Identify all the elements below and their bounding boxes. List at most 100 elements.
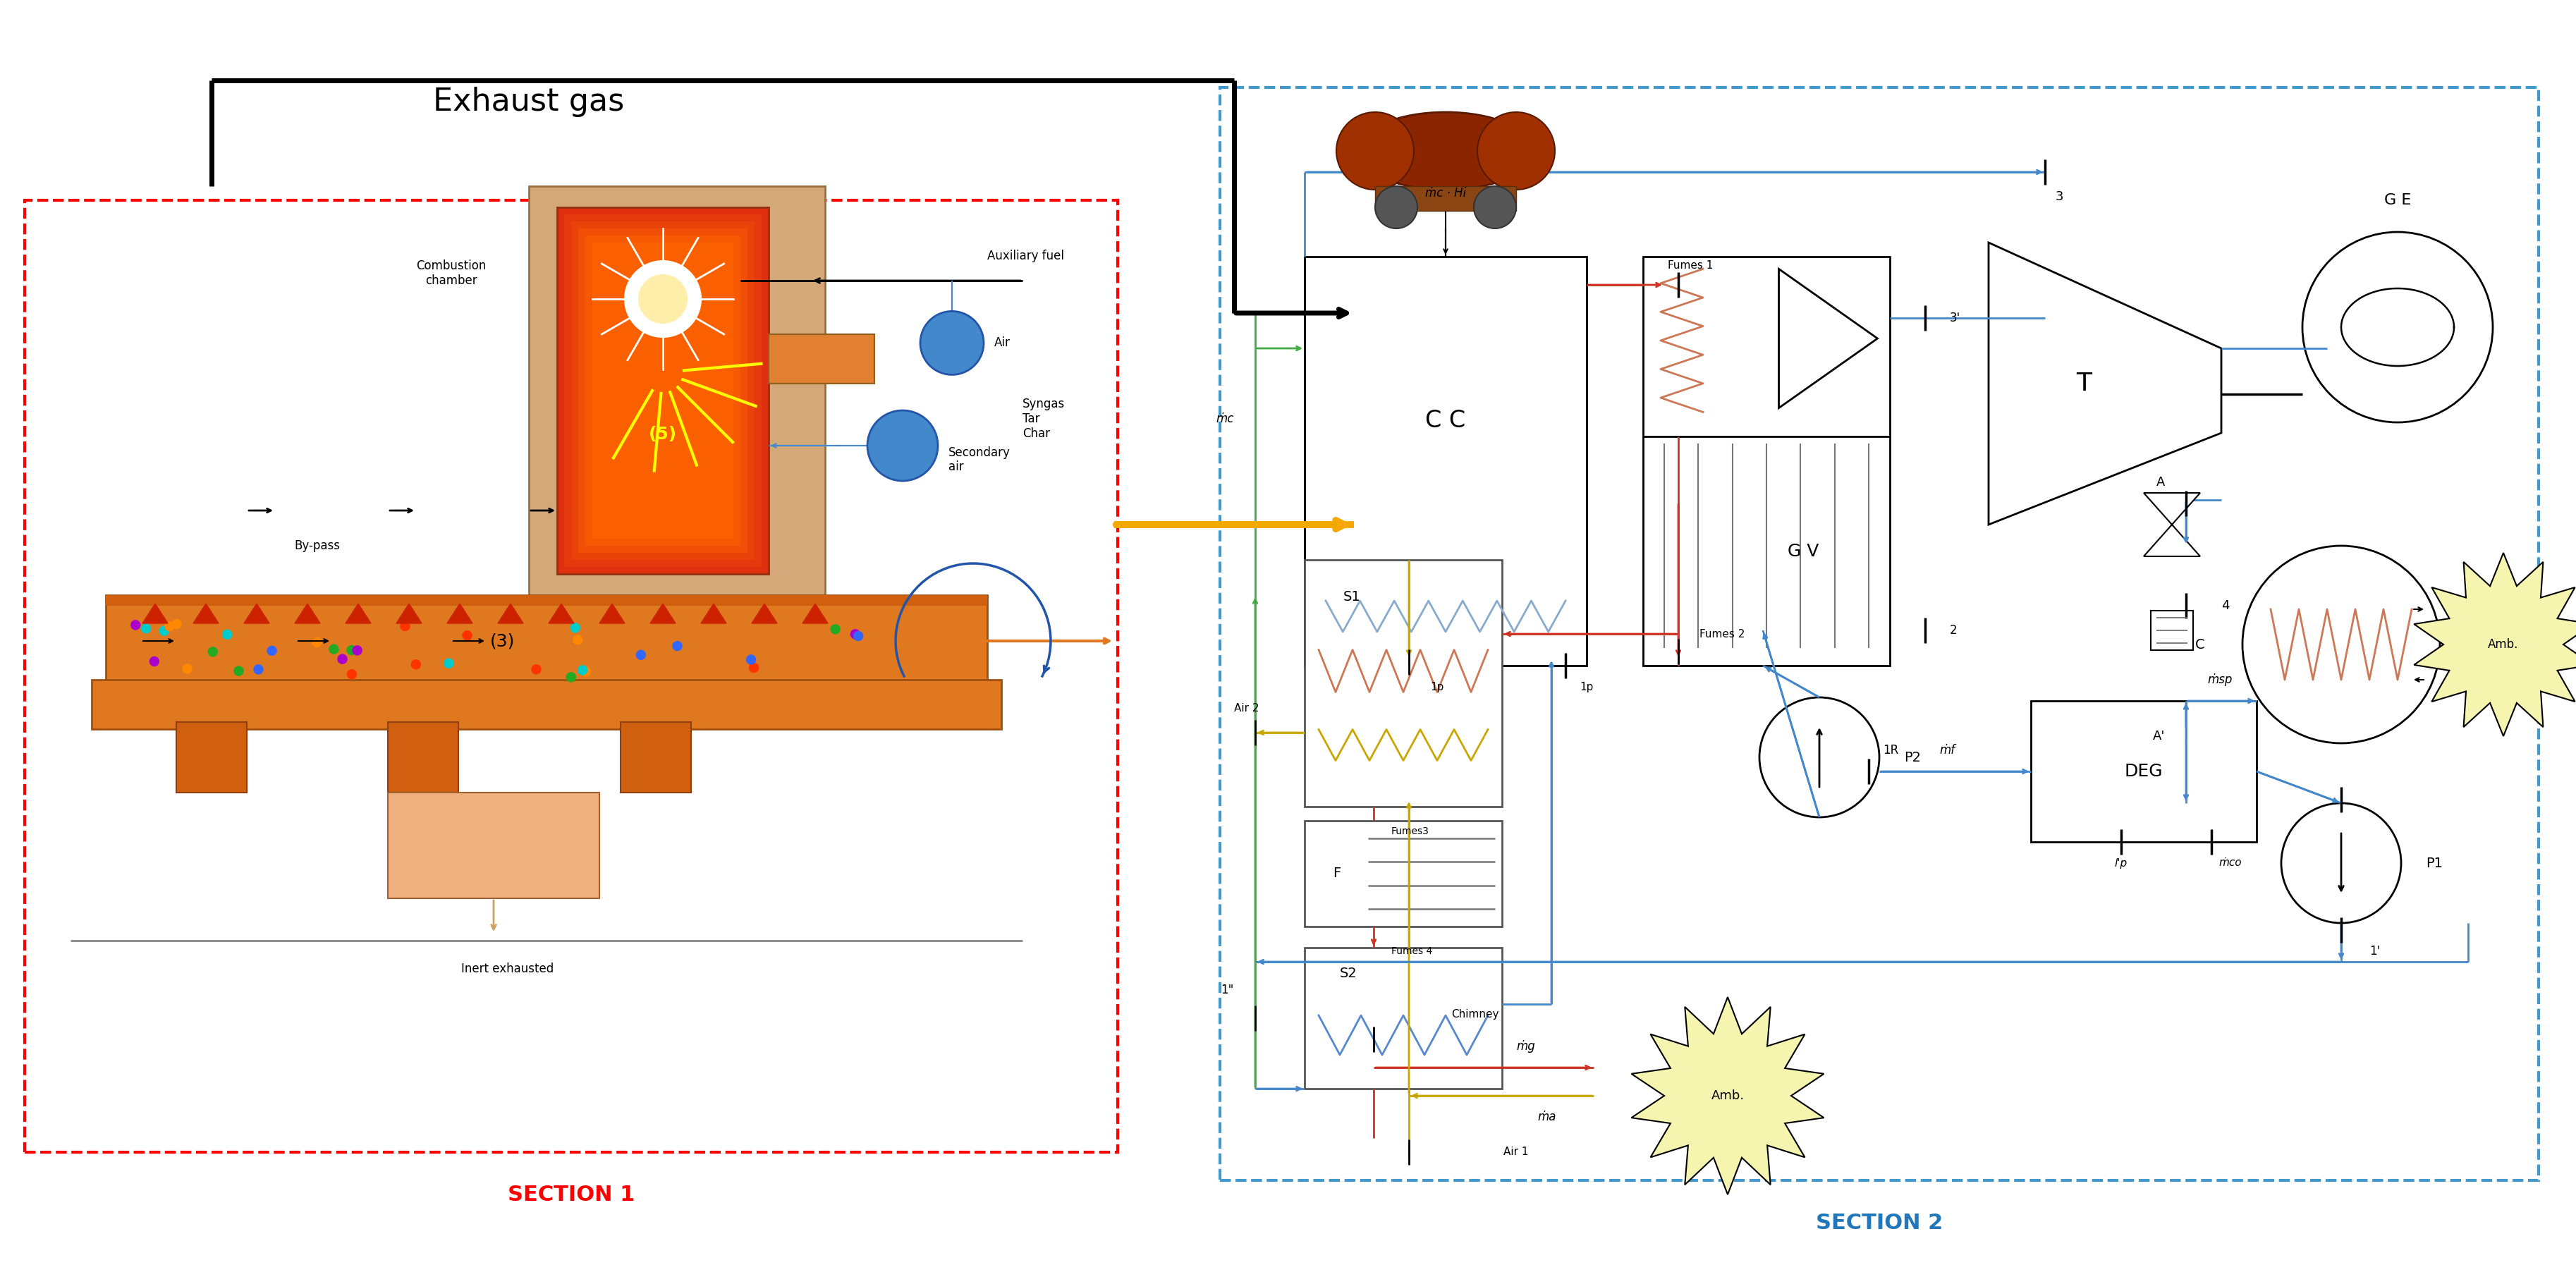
Text: ṁco: ṁco bbox=[2218, 858, 2241, 868]
Circle shape bbox=[348, 669, 358, 679]
Circle shape bbox=[131, 620, 142, 630]
Text: P2: P2 bbox=[1904, 750, 1922, 764]
Text: By-pass: By-pass bbox=[294, 539, 340, 552]
Polygon shape bbox=[294, 603, 319, 624]
Circle shape bbox=[149, 657, 160, 667]
Circle shape bbox=[569, 622, 580, 632]
Circle shape bbox=[183, 664, 193, 674]
Polygon shape bbox=[701, 603, 726, 624]
Text: l'p: l'p bbox=[2115, 858, 2128, 868]
Polygon shape bbox=[649, 603, 675, 624]
Circle shape bbox=[577, 665, 587, 676]
Text: S1: S1 bbox=[1342, 591, 1360, 603]
Bar bbox=[93, 679, 1002, 729]
Text: Auxiliary fuel: Auxiliary fuel bbox=[987, 249, 1064, 262]
Circle shape bbox=[750, 663, 760, 673]
Text: 1p: 1p bbox=[1579, 682, 1595, 692]
Circle shape bbox=[234, 665, 245, 676]
Circle shape bbox=[2303, 231, 2494, 423]
Circle shape bbox=[850, 629, 860, 639]
Text: Syngas
Tar
Char: Syngas Tar Char bbox=[1023, 397, 1064, 440]
Circle shape bbox=[623, 261, 701, 338]
Text: ṁsp: ṁsp bbox=[2208, 673, 2233, 686]
Polygon shape bbox=[600, 603, 626, 624]
Polygon shape bbox=[397, 603, 422, 624]
Text: Air 2: Air 2 bbox=[1234, 702, 1260, 713]
Text: SECTION 1: SECTION 1 bbox=[507, 1184, 634, 1204]
Circle shape bbox=[531, 664, 541, 674]
Text: Fumes3: Fumes3 bbox=[1391, 826, 1430, 836]
Bar bbox=[2030, 701, 2257, 842]
Circle shape bbox=[173, 619, 180, 629]
Text: 1p: 1p bbox=[1430, 682, 1443, 692]
Polygon shape bbox=[2143, 493, 2200, 525]
Polygon shape bbox=[448, 603, 471, 624]
Text: Exhaust gas: Exhaust gas bbox=[433, 86, 623, 116]
Circle shape bbox=[142, 624, 152, 634]
Bar bbox=[1303, 947, 1502, 1089]
Circle shape bbox=[636, 650, 647, 660]
Bar bbox=[389, 793, 600, 898]
Circle shape bbox=[1337, 113, 1414, 190]
Text: 3: 3 bbox=[2056, 191, 2063, 204]
Circle shape bbox=[1473, 186, 1517, 229]
Polygon shape bbox=[2143, 525, 2200, 557]
Bar bbox=[1303, 821, 1502, 926]
Bar bbox=[106, 595, 987, 606]
Text: ṁc · Hi: ṁc · Hi bbox=[1425, 187, 1466, 200]
Text: S2: S2 bbox=[1340, 966, 1358, 980]
Polygon shape bbox=[1989, 243, 2221, 525]
Polygon shape bbox=[245, 603, 270, 624]
Circle shape bbox=[1759, 697, 1880, 817]
Circle shape bbox=[348, 645, 355, 655]
Polygon shape bbox=[345, 603, 371, 624]
Bar bbox=[528, 186, 824, 595]
Bar bbox=[621, 722, 690, 793]
Text: P1: P1 bbox=[2427, 856, 2442, 870]
Circle shape bbox=[1376, 186, 1417, 229]
Text: (3): (3) bbox=[489, 632, 515, 649]
Text: Air 1: Air 1 bbox=[1504, 1147, 1528, 1157]
Circle shape bbox=[572, 635, 582, 645]
Circle shape bbox=[330, 644, 340, 654]
Bar bbox=[1376, 186, 1517, 211]
Bar bbox=[768, 334, 873, 383]
Circle shape bbox=[268, 646, 276, 655]
Text: Secondary
air: Secondary air bbox=[948, 447, 1010, 473]
Text: Fumes 1: Fumes 1 bbox=[1667, 259, 1713, 271]
Circle shape bbox=[567, 672, 577, 682]
Circle shape bbox=[209, 646, 219, 657]
Text: ṁg: ṁg bbox=[1517, 1040, 1535, 1052]
Text: Amb.: Amb. bbox=[2488, 638, 2519, 650]
Circle shape bbox=[337, 654, 348, 664]
Circle shape bbox=[461, 630, 471, 640]
Text: F: F bbox=[1332, 867, 1340, 880]
Text: Air: Air bbox=[994, 336, 1010, 349]
Text: 1R: 1R bbox=[1883, 744, 1899, 756]
Circle shape bbox=[582, 667, 590, 677]
Text: A: A bbox=[2156, 476, 2164, 488]
Text: DEG: DEG bbox=[2125, 763, 2164, 779]
Text: Fumes 2: Fumes 2 bbox=[1700, 629, 1744, 639]
Text: G E: G E bbox=[2383, 194, 2411, 207]
Text: Inert exhausted: Inert exhausted bbox=[461, 963, 554, 975]
Bar bbox=[585, 235, 739, 545]
Bar bbox=[1221, 87, 2537, 1180]
Bar bbox=[26, 200, 1118, 1152]
Bar bbox=[572, 221, 755, 560]
Bar bbox=[1303, 560, 1502, 807]
Circle shape bbox=[165, 621, 175, 631]
Text: 1': 1' bbox=[2370, 945, 2380, 958]
Bar bbox=[175, 722, 247, 793]
Text: 1": 1" bbox=[1221, 984, 1234, 997]
Bar bbox=[2151, 611, 2192, 650]
Circle shape bbox=[2282, 803, 2401, 923]
Bar bbox=[592, 243, 734, 539]
Polygon shape bbox=[549, 603, 574, 624]
Text: SECTION 2: SECTION 2 bbox=[1816, 1212, 1942, 1233]
Circle shape bbox=[920, 311, 984, 374]
Text: C: C bbox=[2195, 638, 2205, 651]
Bar bbox=[1643, 257, 1891, 665]
Circle shape bbox=[353, 645, 363, 655]
Circle shape bbox=[672, 641, 683, 651]
